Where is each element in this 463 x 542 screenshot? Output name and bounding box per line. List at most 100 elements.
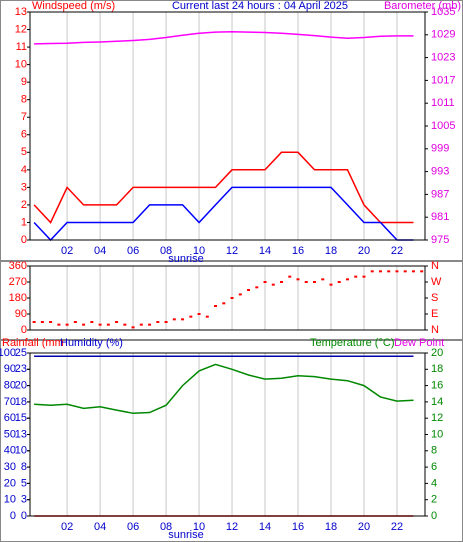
direction-point [123, 323, 127, 326]
y-tick-label: 11 [16, 41, 27, 53]
x-tick-label: 18 [325, 245, 337, 257]
x-tick-label: 22 [391, 521, 403, 533]
x-tick-label: 04 [94, 245, 106, 257]
direction-point [98, 323, 102, 326]
y-tick-label: 2 [21, 199, 27, 211]
x-tick-label: 12 [226, 521, 238, 533]
direction-point [164, 321, 168, 323]
direction-point [156, 321, 160, 323]
y2-tick-label: 0 [431, 510, 437, 522]
direction-point [411, 270, 415, 273]
y3-tick-label: 20 [15, 380, 27, 392]
series-line [34, 31, 414, 45]
y2-tick-label: 999 [431, 143, 449, 155]
y2-tick-label: 1005 [431, 120, 455, 132]
y-tick-label: 8 [21, 94, 27, 106]
y3-tick-label: 0 [21, 510, 27, 522]
x-tick-label: 16 [292, 245, 304, 257]
direction-point [387, 270, 391, 273]
y2-tick-label: 16 [431, 380, 443, 392]
x-tick-label: 04 [94, 521, 106, 533]
series-line [34, 363, 414, 415]
y2-tick-label: 2 [431, 494, 437, 506]
plot-border [29, 352, 426, 517]
y2-tick-label: 1011 [431, 97, 455, 109]
x-tick-label: 12 [226, 245, 238, 257]
y-tick-label: 30 [4, 461, 16, 473]
y3-tick-label: 23 [15, 363, 27, 375]
y3-tick-label: 10 [15, 445, 27, 457]
direction-point [370, 270, 374, 273]
y2-tick-label: 14 [431, 396, 443, 408]
y2-tick-label: W [431, 276, 442, 288]
direction-point [420, 270, 424, 273]
direction-point [329, 283, 333, 286]
x-tick-label: 02 [61, 521, 73, 533]
y-tick-label: 20 [4, 477, 16, 489]
humidity-label: Humidity (%) [60, 337, 123, 349]
x-tick-label: 14 [259, 521, 271, 533]
dewpoint-label: Dew Point [394, 337, 444, 349]
y3-tick-label: 13 [15, 428, 27, 440]
y2-tick-label: 981 [431, 211, 449, 223]
y-tick-label: 0 [21, 234, 27, 246]
direction-point [131, 326, 135, 329]
y2-tick-label: 12 [431, 412, 443, 424]
direction-point [205, 315, 209, 318]
direction-point [40, 321, 44, 323]
direction-point [230, 297, 234, 299]
direction-point [222, 302, 226, 305]
direction-point [403, 270, 407, 273]
direction-point [106, 323, 110, 326]
direction-point [288, 275, 292, 278]
y-tick-label: 60 [4, 412, 16, 424]
y-tick-label: 7 [21, 111, 27, 123]
y2-tick-label: 987 [431, 188, 449, 200]
direction-point [32, 321, 36, 323]
x-tick-label: 08 [160, 521, 172, 533]
y-tick-label: 9 [21, 76, 27, 88]
direction-point [181, 318, 185, 321]
y-tick-label: 6 [21, 129, 27, 141]
y-tick-label: 270 [9, 276, 27, 288]
y2-tick-label: 4 [431, 477, 437, 489]
x-tick-label: 10 [193, 521, 205, 533]
direction-point [271, 283, 275, 286]
x-tick-label: 22 [391, 245, 403, 257]
series-line [33, 151, 414, 224]
y-tick-label: 5 [21, 146, 27, 158]
direction-point [321, 278, 325, 281]
y-tick-label: 13 [15, 6, 27, 18]
y2-tick-label: 1029 [431, 29, 455, 41]
direction-point [296, 278, 300, 281]
direction-point [172, 318, 176, 321]
direction-point [214, 305, 218, 307]
x-tick-label: 10 [193, 245, 205, 257]
windspeed-label: Windspeed (m/s) [32, 0, 115, 12]
y3-tick-label: 3 [21, 494, 27, 506]
chart-title: Current last 24 hours : 04 April 2025 [172, 0, 348, 12]
direction-point [304, 281, 308, 283]
y3-tick-label: 15 [15, 412, 27, 424]
plot-area [30, 266, 425, 330]
plot-area [30, 12, 425, 240]
y2-tick-label: 1023 [431, 52, 455, 64]
x-tick-label: 14 [259, 245, 271, 257]
y-tick-label: 1 [21, 216, 27, 228]
y2-tick-label: 993 [431, 166, 449, 178]
direction-point [139, 323, 143, 326]
y2-tick-label: 1035 [431, 6, 455, 18]
y-tick-label: 50 [4, 428, 16, 440]
y-tick-label: 4 [21, 164, 27, 176]
y2-tick-label: E [431, 308, 438, 320]
x-tick-label: 18 [325, 521, 337, 533]
y-tick-label: 3 [21, 181, 27, 193]
direction-point [362, 275, 366, 278]
direction-point [115, 321, 119, 323]
y-tick-label: 12 [15, 23, 27, 35]
direction-point [395, 270, 399, 273]
direction-point [197, 313, 201, 315]
direction-point [82, 323, 86, 326]
x-tick-label: 06 [127, 521, 139, 533]
